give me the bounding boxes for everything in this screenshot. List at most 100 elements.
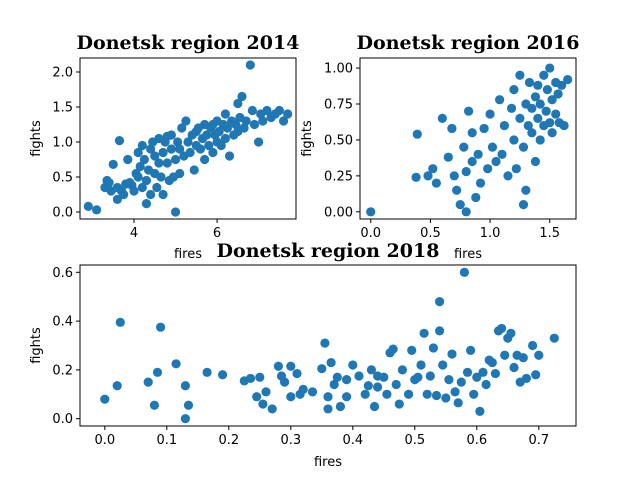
data-point	[388, 344, 398, 354]
data-point	[286, 392, 296, 402]
data-point	[320, 338, 330, 348]
data-point	[139, 154, 149, 165]
data-point	[100, 394, 110, 404]
chart-title: Donetsk region 2014	[77, 32, 300, 54]
data-point	[447, 349, 457, 359]
data-point	[479, 123, 489, 134]
data-point	[108, 159, 118, 169]
data-point	[438, 360, 448, 370]
x-tick-label: 0.3	[280, 433, 301, 448]
data-point	[283, 109, 293, 119]
data-point	[422, 389, 432, 399]
data-point	[547, 128, 557, 138]
data-point	[348, 360, 358, 370]
y-axis-label: fights	[29, 120, 44, 157]
data-point	[487, 357, 497, 368]
y-tick-label: 0.00	[324, 205, 353, 220]
data-point	[170, 207, 181, 217]
data-point	[475, 178, 486, 188]
data-point	[162, 158, 172, 168]
y-tick-label: 0.50	[324, 133, 353, 148]
data-point	[241, 116, 251, 126]
data-point	[518, 200, 529, 210]
data-point	[189, 165, 199, 175]
y-tick-label: 1.00	[324, 62, 353, 77]
data-point	[411, 172, 421, 182]
data-point	[366, 207, 376, 217]
x-tick-label: 0.5	[420, 226, 441, 241]
data-point	[456, 377, 466, 387]
data-point	[467, 128, 477, 138]
data-point	[557, 80, 567, 90]
data-point	[425, 371, 435, 381]
data-point	[149, 400, 159, 410]
data-point	[185, 147, 195, 158]
data-point	[119, 189, 129, 200]
data-point	[391, 379, 401, 390]
data-point	[218, 370, 228, 380]
data-point	[146, 189, 156, 200]
data-point	[449, 171, 459, 181]
y-tick-label: 1.0	[52, 136, 73, 151]
data-point	[455, 200, 465, 210]
data-point	[280, 377, 290, 387]
data-point	[535, 99, 545, 109]
data-point	[204, 140, 214, 151]
x-tick-label: 1.0	[480, 226, 501, 241]
data-point	[441, 393, 451, 403]
chart-title: Donetsk region 2018	[217, 240, 440, 262]
data-point	[366, 365, 376, 375]
subplot-2018: Donetsk region 2018 fires fights 0.0 0.1 0…	[29, 240, 577, 470]
data-point	[222, 123, 233, 133]
y-axis-label: fights	[300, 120, 315, 157]
data-point	[258, 399, 268, 409]
data-point	[447, 123, 457, 134]
data-point	[369, 401, 380, 412]
data-point	[412, 129, 422, 139]
data-point	[183, 400, 194, 410]
data-point	[475, 406, 485, 416]
data-point	[166, 130, 176, 140]
data-point	[166, 144, 176, 154]
y-tick-label: 0.5	[52, 171, 73, 186]
data-point	[245, 373, 256, 384]
data-point	[559, 120, 569, 131]
data-point	[273, 361, 283, 371]
data-point	[549, 333, 559, 343]
data-point	[224, 151, 235, 161]
y-tick-label: 0.0	[52, 412, 73, 427]
data-point	[177, 123, 187, 133]
x-tick-label: 1.5	[539, 226, 560, 241]
data-point	[146, 144, 156, 154]
data-point	[518, 353, 528, 363]
x-tick-label: 0.5	[404, 433, 425, 448]
data-point	[397, 365, 407, 375]
data-point	[170, 154, 181, 165]
y-tick-label: 0.6	[52, 266, 73, 281]
data-point	[553, 89, 563, 99]
data-point	[521, 185, 531, 195]
data-point	[473, 149, 483, 159]
data-point	[252, 392, 262, 402]
data-point	[173, 137, 183, 147]
data-point	[220, 109, 230, 119]
data-point	[129, 186, 139, 196]
data-point	[407, 345, 417, 355]
data-point	[202, 130, 212, 140]
y-tick-label: 2.0	[52, 66, 73, 81]
y-tick-label: 0.0	[52, 206, 73, 221]
data-point	[478, 367, 488, 377]
data-point	[533, 113, 543, 123]
data-point	[461, 166, 471, 177]
data-point	[404, 389, 414, 399]
data-point	[423, 171, 433, 181]
data-point	[83, 201, 93, 211]
data-point	[133, 172, 143, 182]
data-point	[202, 367, 212, 377]
data-point	[503, 171, 513, 181]
data-point	[485, 109, 495, 119]
data-point	[443, 152, 453, 162]
data-point	[237, 91, 247, 102]
axes-frame	[359, 57, 577, 220]
data-point	[542, 85, 552, 95]
